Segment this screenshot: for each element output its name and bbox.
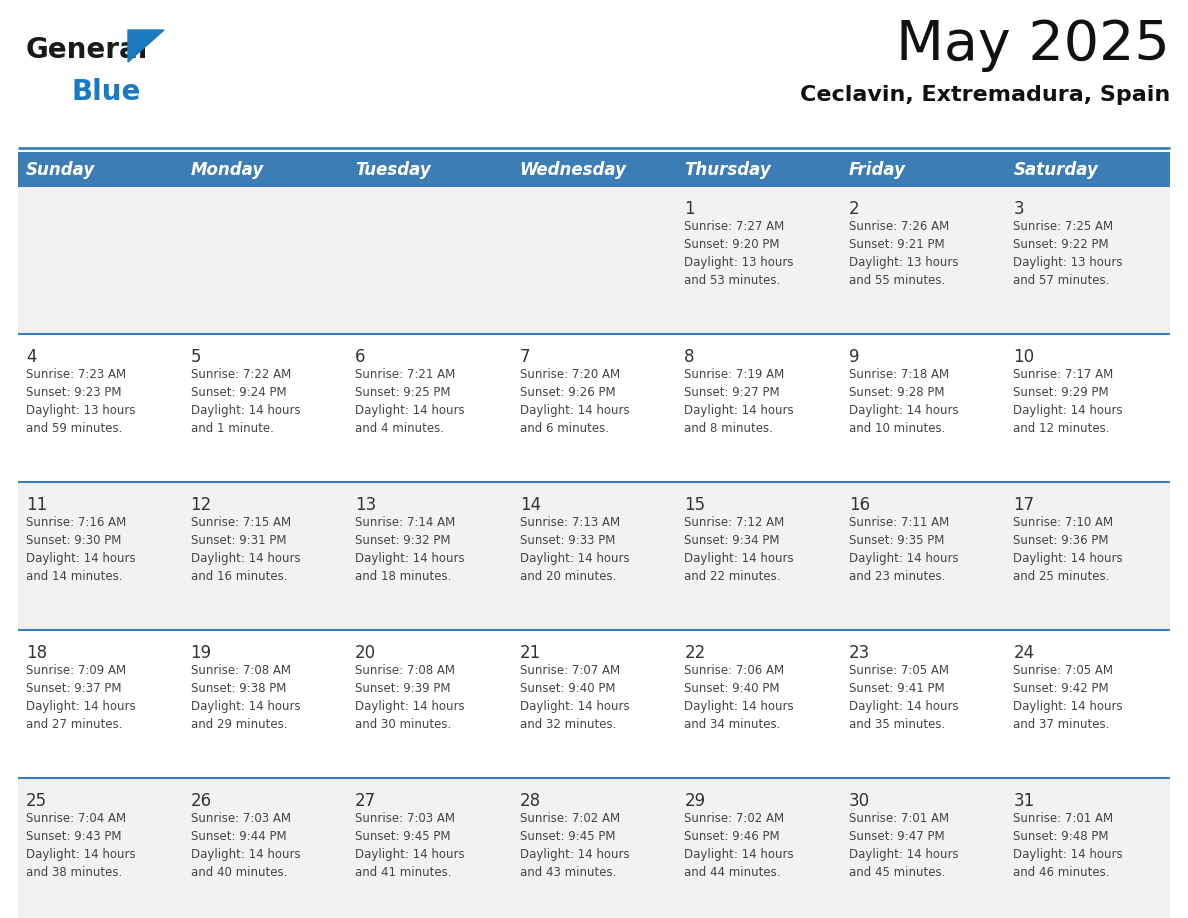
Text: Sunrise: 7:10 AM
Sunset: 9:36 PM
Daylight: 14 hours
and 25 minutes.: Sunrise: 7:10 AM Sunset: 9:36 PM Dayligh… — [1013, 516, 1123, 583]
Text: 21: 21 — [519, 644, 541, 662]
Text: 6: 6 — [355, 348, 366, 366]
Text: 17: 17 — [1013, 496, 1035, 514]
Bar — [18, 152, 183, 186]
Text: Wednesday: Wednesday — [519, 161, 627, 179]
Text: 1: 1 — [684, 200, 695, 218]
Text: 22: 22 — [684, 644, 706, 662]
Text: Sunrise: 7:23 AM
Sunset: 9:23 PM
Daylight: 13 hours
and 59 minutes.: Sunrise: 7:23 AM Sunset: 9:23 PM Dayligh… — [26, 368, 135, 435]
Text: Sunrise: 7:17 AM
Sunset: 9:29 PM
Daylight: 14 hours
and 12 minutes.: Sunrise: 7:17 AM Sunset: 9:29 PM Dayligh… — [1013, 368, 1123, 435]
Text: Sunrise: 7:08 AM
Sunset: 9:39 PM
Daylight: 14 hours
and 30 minutes.: Sunrise: 7:08 AM Sunset: 9:39 PM Dayligh… — [355, 664, 465, 731]
Text: Sunrise: 7:03 AM
Sunset: 9:44 PM
Daylight: 14 hours
and 40 minutes.: Sunrise: 7:03 AM Sunset: 9:44 PM Dayligh… — [190, 812, 301, 879]
Text: Sunrise: 7:25 AM
Sunset: 9:22 PM
Daylight: 13 hours
and 57 minutes.: Sunrise: 7:25 AM Sunset: 9:22 PM Dayligh… — [1013, 220, 1123, 287]
Text: 28: 28 — [519, 792, 541, 810]
Bar — [18, 482, 1170, 630]
Text: Sunrise: 7:01 AM
Sunset: 9:48 PM
Daylight: 14 hours
and 46 minutes.: Sunrise: 7:01 AM Sunset: 9:48 PM Dayligh… — [1013, 812, 1123, 879]
Text: Tuesday: Tuesday — [355, 161, 431, 179]
Text: Sunrise: 7:26 AM
Sunset: 9:21 PM
Daylight: 13 hours
and 55 minutes.: Sunrise: 7:26 AM Sunset: 9:21 PM Dayligh… — [849, 220, 959, 287]
Text: Ceclavin, Extremadura, Spain: Ceclavin, Extremadura, Spain — [800, 85, 1170, 105]
Text: 12: 12 — [190, 496, 211, 514]
Bar — [183, 152, 347, 186]
Text: Sunrise: 7:03 AM
Sunset: 9:45 PM
Daylight: 14 hours
and 41 minutes.: Sunrise: 7:03 AM Sunset: 9:45 PM Dayligh… — [355, 812, 465, 879]
Text: Sunrise: 7:20 AM
Sunset: 9:26 PM
Daylight: 14 hours
and 6 minutes.: Sunrise: 7:20 AM Sunset: 9:26 PM Dayligh… — [519, 368, 630, 435]
Text: 7: 7 — [519, 348, 530, 366]
Bar — [676, 152, 841, 186]
Text: Sunrise: 7:01 AM
Sunset: 9:47 PM
Daylight: 14 hours
and 45 minutes.: Sunrise: 7:01 AM Sunset: 9:47 PM Dayligh… — [849, 812, 959, 879]
Bar — [1005, 152, 1170, 186]
Bar — [18, 186, 1170, 334]
Text: 19: 19 — [190, 644, 211, 662]
Text: Blue: Blue — [72, 78, 141, 106]
Text: 5: 5 — [190, 348, 201, 366]
Text: 15: 15 — [684, 496, 706, 514]
Bar — [841, 152, 1005, 186]
Text: 27: 27 — [355, 792, 377, 810]
Text: 18: 18 — [26, 644, 48, 662]
Text: Sunrise: 7:05 AM
Sunset: 9:41 PM
Daylight: 14 hours
and 35 minutes.: Sunrise: 7:05 AM Sunset: 9:41 PM Dayligh… — [849, 664, 959, 731]
Text: 8: 8 — [684, 348, 695, 366]
Text: Sunrise: 7:12 AM
Sunset: 9:34 PM
Daylight: 14 hours
and 22 minutes.: Sunrise: 7:12 AM Sunset: 9:34 PM Dayligh… — [684, 516, 794, 583]
Text: Sunrise: 7:14 AM
Sunset: 9:32 PM
Daylight: 14 hours
and 18 minutes.: Sunrise: 7:14 AM Sunset: 9:32 PM Dayligh… — [355, 516, 465, 583]
Text: Sunrise: 7:21 AM
Sunset: 9:25 PM
Daylight: 14 hours
and 4 minutes.: Sunrise: 7:21 AM Sunset: 9:25 PM Dayligh… — [355, 368, 465, 435]
Text: 25: 25 — [26, 792, 48, 810]
Text: 16: 16 — [849, 496, 870, 514]
Text: Sunrise: 7:02 AM
Sunset: 9:46 PM
Daylight: 14 hours
and 44 minutes.: Sunrise: 7:02 AM Sunset: 9:46 PM Dayligh… — [684, 812, 794, 879]
Text: 11: 11 — [26, 496, 48, 514]
Text: 23: 23 — [849, 644, 870, 662]
Text: 3: 3 — [1013, 200, 1024, 218]
Bar — [347, 152, 512, 186]
Bar — [18, 630, 1170, 778]
Text: 24: 24 — [1013, 644, 1035, 662]
Polygon shape — [128, 30, 164, 62]
Text: Sunrise: 7:02 AM
Sunset: 9:45 PM
Daylight: 14 hours
and 43 minutes.: Sunrise: 7:02 AM Sunset: 9:45 PM Dayligh… — [519, 812, 630, 879]
Text: Saturday: Saturday — [1013, 161, 1098, 179]
Text: Sunrise: 7:15 AM
Sunset: 9:31 PM
Daylight: 14 hours
and 16 minutes.: Sunrise: 7:15 AM Sunset: 9:31 PM Dayligh… — [190, 516, 301, 583]
Text: Sunrise: 7:19 AM
Sunset: 9:27 PM
Daylight: 14 hours
and 8 minutes.: Sunrise: 7:19 AM Sunset: 9:27 PM Dayligh… — [684, 368, 794, 435]
Text: Sunrise: 7:27 AM
Sunset: 9:20 PM
Daylight: 13 hours
and 53 minutes.: Sunrise: 7:27 AM Sunset: 9:20 PM Dayligh… — [684, 220, 794, 287]
Text: 26: 26 — [190, 792, 211, 810]
Text: Thursday: Thursday — [684, 161, 771, 179]
Text: 14: 14 — [519, 496, 541, 514]
Bar — [18, 778, 1170, 918]
Text: 20: 20 — [355, 644, 377, 662]
Text: Sunrise: 7:09 AM
Sunset: 9:37 PM
Daylight: 14 hours
and 27 minutes.: Sunrise: 7:09 AM Sunset: 9:37 PM Dayligh… — [26, 664, 135, 731]
Text: Sunrise: 7:07 AM
Sunset: 9:40 PM
Daylight: 14 hours
and 32 minutes.: Sunrise: 7:07 AM Sunset: 9:40 PM Dayligh… — [519, 664, 630, 731]
Text: 9: 9 — [849, 348, 859, 366]
Text: Sunrise: 7:13 AM
Sunset: 9:33 PM
Daylight: 14 hours
and 20 minutes.: Sunrise: 7:13 AM Sunset: 9:33 PM Dayligh… — [519, 516, 630, 583]
Text: 13: 13 — [355, 496, 377, 514]
Text: Sunrise: 7:16 AM
Sunset: 9:30 PM
Daylight: 14 hours
and 14 minutes.: Sunrise: 7:16 AM Sunset: 9:30 PM Dayligh… — [26, 516, 135, 583]
Text: 30: 30 — [849, 792, 870, 810]
Text: 31: 31 — [1013, 792, 1035, 810]
Text: Sunrise: 7:06 AM
Sunset: 9:40 PM
Daylight: 14 hours
and 34 minutes.: Sunrise: 7:06 AM Sunset: 9:40 PM Dayligh… — [684, 664, 794, 731]
Text: Sunrise: 7:05 AM
Sunset: 9:42 PM
Daylight: 14 hours
and 37 minutes.: Sunrise: 7:05 AM Sunset: 9:42 PM Dayligh… — [1013, 664, 1123, 731]
Text: Sunrise: 7:18 AM
Sunset: 9:28 PM
Daylight: 14 hours
and 10 minutes.: Sunrise: 7:18 AM Sunset: 9:28 PM Dayligh… — [849, 368, 959, 435]
Text: Monday: Monday — [190, 161, 264, 179]
Text: 10: 10 — [1013, 348, 1035, 366]
Text: Friday: Friday — [849, 161, 906, 179]
Text: Sunrise: 7:22 AM
Sunset: 9:24 PM
Daylight: 14 hours
and 1 minute.: Sunrise: 7:22 AM Sunset: 9:24 PM Dayligh… — [190, 368, 301, 435]
Text: 4: 4 — [26, 348, 37, 366]
Bar — [512, 152, 676, 186]
Text: Sunrise: 7:04 AM
Sunset: 9:43 PM
Daylight: 14 hours
and 38 minutes.: Sunrise: 7:04 AM Sunset: 9:43 PM Dayligh… — [26, 812, 135, 879]
Text: May 2025: May 2025 — [896, 18, 1170, 72]
Text: 29: 29 — [684, 792, 706, 810]
Text: Sunrise: 7:11 AM
Sunset: 9:35 PM
Daylight: 14 hours
and 23 minutes.: Sunrise: 7:11 AM Sunset: 9:35 PM Dayligh… — [849, 516, 959, 583]
Text: 2: 2 — [849, 200, 859, 218]
Text: Sunday: Sunday — [26, 161, 95, 179]
Bar — [18, 334, 1170, 482]
Text: Sunrise: 7:08 AM
Sunset: 9:38 PM
Daylight: 14 hours
and 29 minutes.: Sunrise: 7:08 AM Sunset: 9:38 PM Dayligh… — [190, 664, 301, 731]
Text: General: General — [26, 36, 148, 64]
